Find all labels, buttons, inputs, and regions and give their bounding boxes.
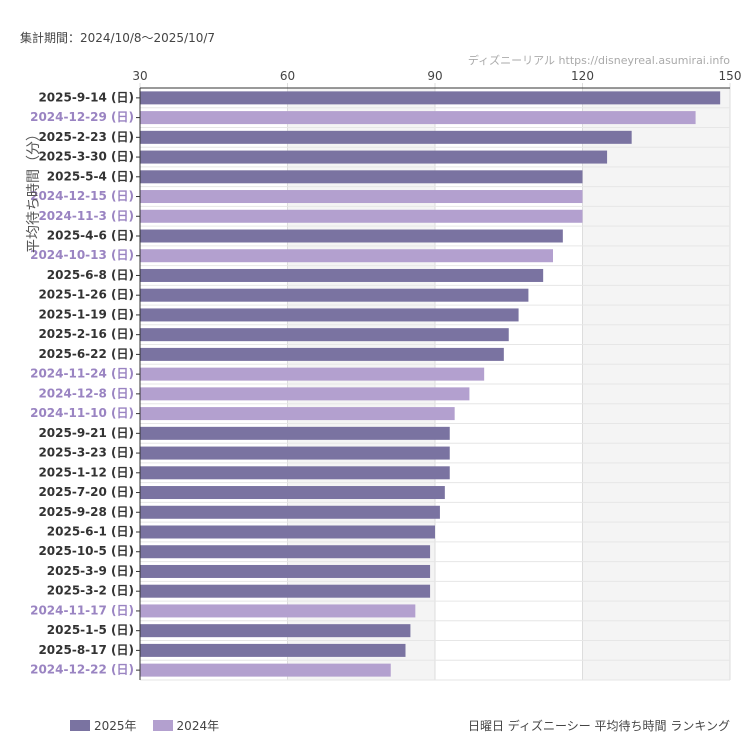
bar[interactable]: [140, 288, 529, 302]
category-label: 2025-3-2 (日): [47, 584, 134, 598]
category-label: 2024-11-10 (日): [30, 406, 134, 420]
category-label: 2025-9-21 (日): [38, 426, 134, 440]
category-label: 2025-6-8 (日): [47, 268, 134, 282]
bar[interactable]: [140, 229, 563, 243]
legend-swatch-2024: [152, 720, 173, 731]
bar[interactable]: [140, 604, 416, 618]
category-label: 2024-11-3 (日): [38, 209, 134, 223]
bar[interactable]: [140, 624, 411, 638]
bar[interactable]: [140, 111, 696, 125]
x-tick-label: 90: [427, 69, 442, 83]
legend: 2025年 2024年: [70, 717, 219, 734]
category-label: 2024-12-29 (日): [30, 110, 134, 124]
category-label: 2025-6-22 (日): [38, 347, 134, 361]
bar[interactable]: [140, 130, 632, 144]
y-axis-label: 平均待ち時間（分）: [26, 127, 42, 253]
x-tick-label: 60: [280, 69, 295, 83]
period-text: 集計期間：2024/10/8〜2025/10/7: [20, 31, 216, 45]
bar[interactable]: [140, 268, 544, 282]
legend-item-2024[interactable]: 2024年: [152, 717, 220, 734]
category-label: 2025-1-19 (日): [38, 307, 134, 321]
bar[interactable]: [140, 347, 504, 361]
category-label: 2025-4-6 (日): [47, 229, 134, 243]
x-tick-label: 120: [571, 69, 594, 83]
bar[interactable]: [140, 466, 450, 480]
category-label: 2024-12-8 (日): [38, 386, 134, 400]
category-label: 2024-10-13 (日): [30, 248, 134, 262]
category-label: 2025-7-20 (日): [38, 485, 134, 499]
category-label: 2025-1-5 (日): [47, 623, 134, 637]
category-label: 2025-1-26 (日): [38, 288, 134, 302]
bar[interactable]: [140, 643, 406, 657]
bar[interactable]: [140, 150, 608, 164]
category-label: 2025-1-12 (日): [38, 465, 134, 479]
category-label: 2025-2-16 (日): [38, 327, 134, 341]
bar[interactable]: [140, 446, 450, 460]
legend-item-2025[interactable]: 2025年: [70, 717, 137, 734]
chart-caption: 日曜日 ディズニーシー 平均待ち時間 ランキング: [467, 719, 730, 733]
category-label: 2025-5-4 (日): [47, 169, 134, 183]
legend-swatch-2025: [70, 720, 90, 731]
bars: [140, 91, 721, 677]
category-label: 2025-3-30 (日): [38, 150, 134, 164]
bar[interactable]: [140, 387, 470, 401]
bar[interactable]: [140, 249, 553, 263]
bar[interactable]: [140, 308, 519, 322]
bar[interactable]: [140, 328, 509, 342]
category-label: 2025-8-17 (日): [38, 643, 134, 657]
category-label: 2024-12-22 (日): [30, 663, 134, 677]
legend-label-2024: 2024年: [176, 719, 220, 733]
x-tick-labels: 30 60 90 120 150: [132, 69, 741, 83]
x-tick-label: 150: [719, 69, 742, 83]
bar[interactable]: [140, 91, 721, 105]
source-text: ディズニーリアル https://disneyreal.asumirai.inf…: [467, 54, 730, 67]
category-label: 2025-9-28 (日): [38, 505, 134, 519]
category-labels: 2025-9-14 (日) 2024-12-29 (日) 2025-2-23 (日)…: [30, 90, 140, 677]
category-label: 2025-10-5 (日): [38, 544, 134, 558]
bar[interactable]: [140, 584, 431, 598]
bar[interactable]: [140, 209, 583, 223]
category-label: 2025-6-1 (日): [47, 525, 134, 539]
bar[interactable]: [140, 564, 431, 578]
legend-label-2025: 2025年: [94, 719, 137, 733]
bar[interactable]: [140, 663, 391, 677]
bar[interactable]: [140, 367, 485, 381]
bar[interactable]: [140, 545, 431, 559]
category-label: 2024-12-15 (日): [30, 189, 134, 203]
category-label: 2024-11-24 (日): [30, 367, 134, 381]
category-label: 2025-3-23 (日): [38, 446, 134, 460]
bar[interactable]: [140, 426, 450, 440]
category-label: 2024-11-17 (日): [30, 603, 134, 617]
x-tick-label: 30: [132, 69, 147, 83]
bar[interactable]: [140, 190, 583, 204]
bar[interactable]: [140, 486, 445, 500]
bar[interactable]: [140, 407, 455, 421]
bar[interactable]: [140, 170, 583, 184]
category-label: 2025-3-9 (日): [47, 564, 134, 578]
bar[interactable]: [140, 505, 440, 519]
category-label: 2025-9-14 (日): [38, 90, 134, 104]
bar[interactable]: [140, 525, 435, 539]
category-label: 2025-2-23 (日): [38, 130, 134, 144]
